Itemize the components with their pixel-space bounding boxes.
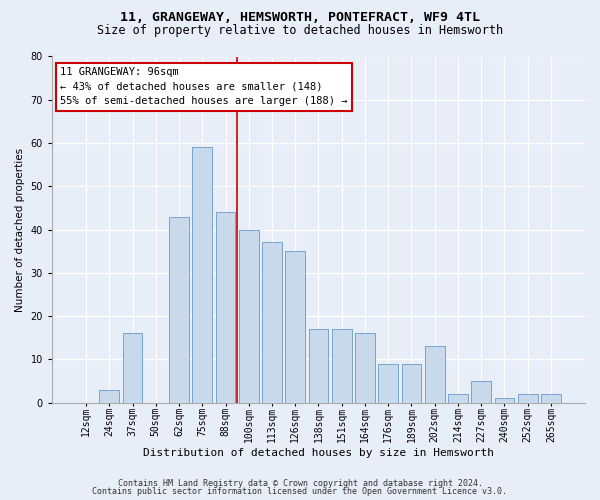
Bar [448,394,468,402]
Text: Contains public sector information licensed under the Open Government Licence v3: Contains public sector information licen… [92,488,508,496]
Text: Size of property relative to detached houses in Hemsworth: Size of property relative to detached ho… [97,24,503,37]
Bar [100,390,119,402]
Bar [193,148,212,402]
Bar [541,394,561,402]
Text: Contains HM Land Registry data © Crown copyright and database right 2024.: Contains HM Land Registry data © Crown c… [118,479,482,488]
Bar [215,212,235,402]
Bar [518,394,538,402]
X-axis label: Distribution of detached houses by size in Hemsworth: Distribution of detached houses by size … [143,448,494,458]
Bar [122,334,142,402]
Bar [239,230,259,402]
Y-axis label: Number of detached properties: Number of detached properties [15,148,25,312]
Bar [308,329,328,402]
Bar [355,334,375,402]
Bar [401,364,421,403]
Text: 11, GRANGEWAY, HEMSWORTH, PONTEFRACT, WF9 4TL: 11, GRANGEWAY, HEMSWORTH, PONTEFRACT, WF… [120,11,480,24]
Bar [262,242,282,402]
Bar [471,381,491,402]
Bar [332,329,352,402]
Bar [379,364,398,403]
Bar [286,251,305,402]
Bar [169,216,189,402]
Bar [494,398,514,402]
Bar [425,346,445,403]
Text: 11 GRANGEWAY: 96sqm
← 43% of detached houses are smaller (148)
55% of semi-detac: 11 GRANGEWAY: 96sqm ← 43% of detached ho… [60,67,347,106]
